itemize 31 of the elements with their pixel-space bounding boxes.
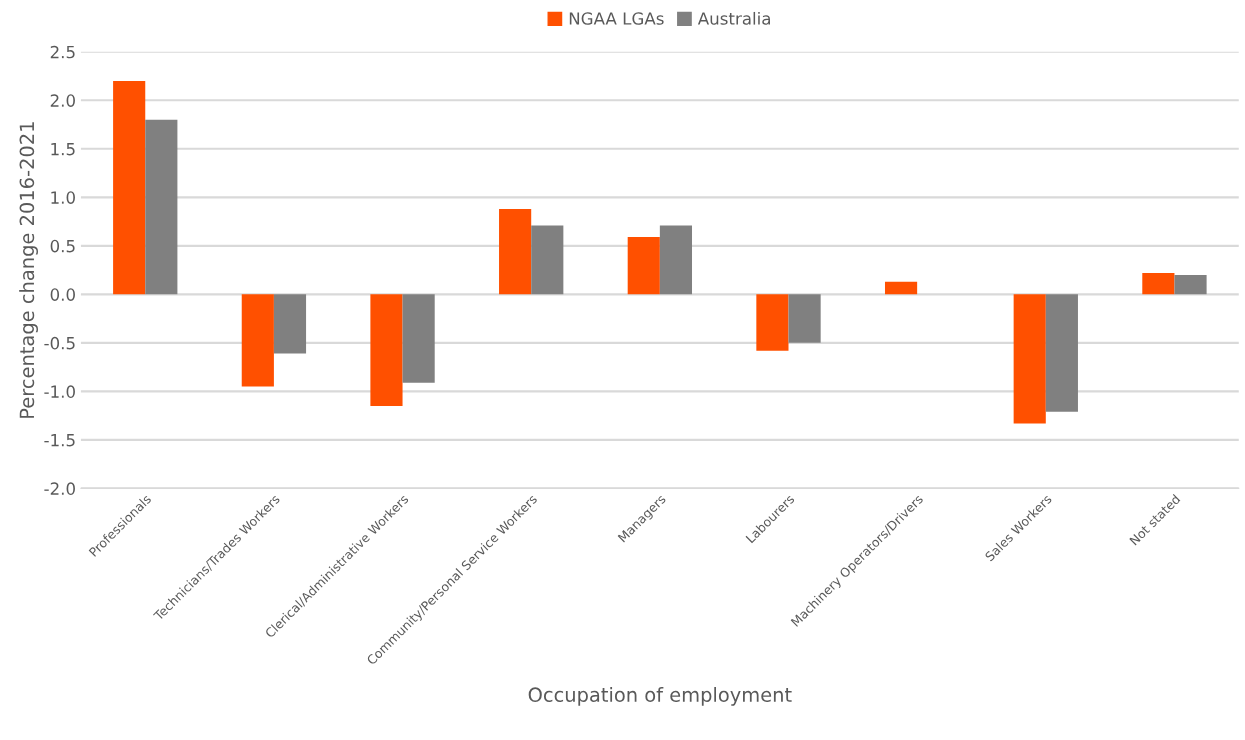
bar bbox=[499, 208, 532, 295]
bar bbox=[241, 294, 274, 387]
bar bbox=[1142, 273, 1175, 295]
bar bbox=[756, 294, 789, 351]
y-tick-label: 2.5 bbox=[50, 45, 75, 59]
y-tick-label: 1.5 bbox=[51, 143, 75, 156]
x-axis-title: Occupation of employment bbox=[528, 686, 792, 706]
legend-label: Australia bbox=[697, 11, 770, 25]
y-tick-label: -2.0 bbox=[44, 482, 75, 495]
bar bbox=[370, 294, 403, 406]
y-tick-label: -1.0 bbox=[44, 385, 75, 398]
bar bbox=[273, 294, 307, 354]
bar bbox=[1174, 274, 1207, 295]
y-tick-label: 0.0 bbox=[50, 288, 75, 301]
bar bbox=[113, 80, 146, 295]
bar bbox=[1013, 294, 1046, 424]
bar bbox=[531, 225, 564, 295]
y-tick-label: -0.5 bbox=[44, 336, 75, 350]
bar bbox=[788, 294, 821, 343]
y-tick-label: 0.5 bbox=[50, 239, 75, 253]
legend-label: NGAA LGAs bbox=[569, 12, 664, 25]
y-axis-title: Percentage change 2016-2021 bbox=[19, 122, 38, 418]
bar bbox=[659, 225, 693, 295]
bar bbox=[627, 237, 660, 295]
y-tick-label: -1.5 bbox=[44, 434, 75, 447]
bar bbox=[884, 281, 918, 295]
bar bbox=[145, 119, 178, 295]
y-tick-label: 2.0 bbox=[50, 94, 75, 107]
bar bbox=[402, 294, 435, 383]
bar bbox=[1045, 294, 1078, 412]
y-tick-label: 1.0 bbox=[51, 191, 75, 204]
